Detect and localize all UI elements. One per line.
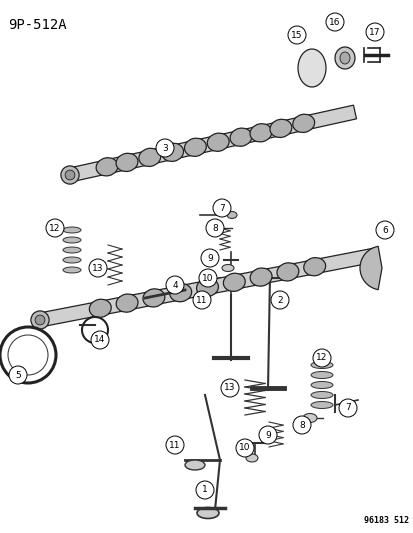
Circle shape [35, 315, 45, 325]
Ellipse shape [249, 124, 271, 142]
Ellipse shape [138, 148, 160, 166]
Text: 13: 13 [92, 263, 104, 272]
Ellipse shape [197, 507, 218, 519]
Ellipse shape [89, 299, 111, 317]
Text: 4: 4 [172, 280, 177, 289]
Ellipse shape [63, 267, 81, 273]
Text: 14: 14 [94, 335, 105, 344]
Ellipse shape [161, 143, 183, 161]
Circle shape [287, 26, 305, 44]
Ellipse shape [116, 154, 138, 172]
Ellipse shape [221, 264, 233, 271]
Wedge shape [359, 246, 381, 289]
Ellipse shape [196, 278, 218, 296]
Circle shape [46, 219, 64, 237]
Circle shape [221, 379, 238, 397]
Circle shape [325, 13, 343, 31]
Circle shape [201, 249, 218, 267]
Ellipse shape [63, 227, 81, 233]
Polygon shape [68, 105, 356, 182]
Circle shape [89, 259, 107, 277]
Circle shape [9, 366, 27, 384]
Ellipse shape [339, 52, 349, 64]
Text: 8: 8 [211, 223, 217, 232]
Text: 9: 9 [264, 431, 270, 440]
Ellipse shape [63, 237, 81, 243]
Ellipse shape [269, 119, 291, 138]
Text: 7: 7 [344, 403, 350, 413]
Text: 13: 13 [224, 384, 235, 392]
Ellipse shape [207, 133, 228, 151]
Ellipse shape [297, 49, 325, 87]
Circle shape [166, 276, 183, 294]
Circle shape [292, 416, 310, 434]
Text: 11: 11 [169, 440, 180, 449]
Text: 6: 6 [381, 225, 387, 235]
Text: 5: 5 [15, 370, 21, 379]
Ellipse shape [169, 284, 191, 302]
Circle shape [91, 331, 109, 349]
Text: 15: 15 [291, 30, 302, 39]
Ellipse shape [334, 47, 354, 69]
Ellipse shape [245, 454, 257, 462]
Ellipse shape [116, 294, 138, 312]
Circle shape [375, 221, 393, 239]
Polygon shape [38, 248, 375, 327]
Circle shape [271, 291, 288, 309]
Ellipse shape [302, 414, 316, 423]
Text: 8: 8 [299, 421, 304, 430]
Circle shape [199, 269, 216, 287]
Text: 9P-512A: 9P-512A [8, 18, 66, 32]
Circle shape [156, 139, 173, 157]
Text: 16: 16 [328, 18, 340, 27]
Ellipse shape [63, 247, 81, 253]
Text: 3: 3 [162, 143, 167, 152]
Circle shape [195, 481, 214, 499]
Circle shape [259, 426, 276, 444]
Ellipse shape [226, 212, 236, 219]
Text: 10: 10 [202, 273, 213, 282]
Text: 7: 7 [218, 204, 224, 213]
Text: 12: 12 [316, 353, 327, 362]
Circle shape [338, 399, 356, 417]
Circle shape [212, 199, 230, 217]
Ellipse shape [303, 257, 325, 276]
Ellipse shape [184, 138, 206, 156]
Text: 1: 1 [202, 486, 207, 495]
Text: 10: 10 [239, 443, 250, 453]
Text: 12: 12 [49, 223, 61, 232]
Circle shape [166, 436, 183, 454]
Circle shape [235, 439, 254, 457]
Text: 17: 17 [368, 28, 380, 36]
Ellipse shape [223, 273, 244, 292]
Ellipse shape [310, 401, 332, 408]
Circle shape [192, 291, 211, 309]
Circle shape [206, 219, 223, 237]
Circle shape [65, 170, 75, 180]
Text: 96183 512: 96183 512 [363, 516, 408, 525]
Circle shape [61, 166, 79, 184]
Circle shape [31, 311, 49, 329]
Text: 11: 11 [196, 295, 207, 304]
Text: 9: 9 [206, 254, 212, 262]
Ellipse shape [96, 158, 118, 176]
Ellipse shape [310, 372, 332, 378]
Ellipse shape [310, 361, 332, 368]
Ellipse shape [230, 128, 251, 146]
Ellipse shape [292, 114, 314, 132]
Text: 2: 2 [277, 295, 282, 304]
Ellipse shape [249, 268, 271, 286]
Circle shape [312, 349, 330, 367]
Ellipse shape [63, 257, 81, 263]
Ellipse shape [310, 392, 332, 399]
Ellipse shape [142, 289, 164, 307]
Ellipse shape [276, 263, 298, 281]
Ellipse shape [185, 460, 204, 470]
Circle shape [365, 23, 383, 41]
Ellipse shape [310, 382, 332, 389]
